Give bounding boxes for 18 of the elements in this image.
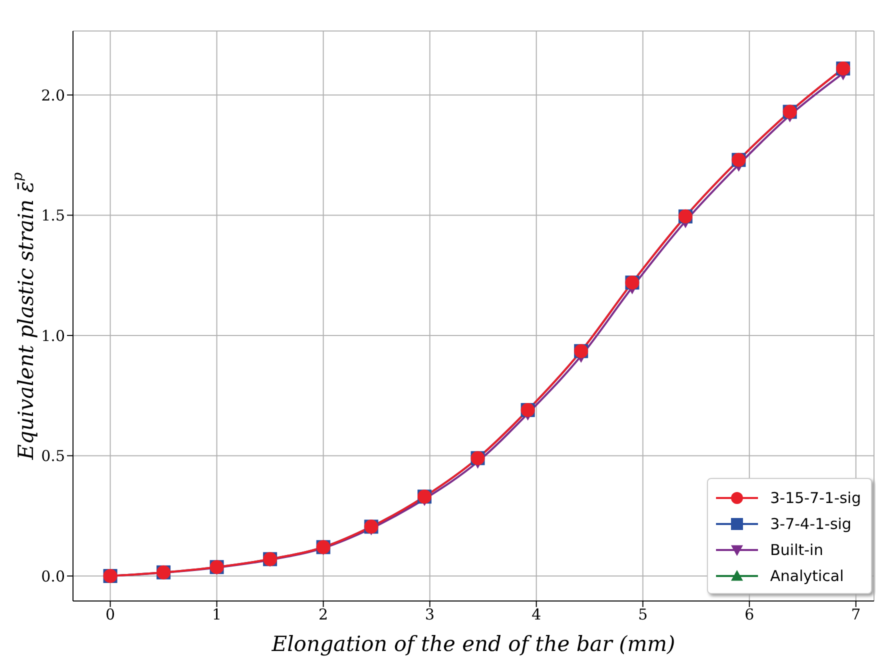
x-tick-label: 1 bbox=[212, 606, 222, 624]
x-tick-label: 4 bbox=[532, 606, 542, 624]
x-tick-label: 6 bbox=[744, 606, 754, 624]
legend-label: Analytical bbox=[770, 567, 844, 585]
y-tick-label: 0.0 bbox=[41, 567, 65, 586]
x-axis-title: Elongation of the end of the bar (mm) bbox=[270, 632, 676, 656]
x-tick-label: 3 bbox=[425, 606, 435, 624]
legend-label: 3-15-7-1-sig bbox=[770, 489, 861, 507]
legend-label: Built-in bbox=[770, 541, 824, 559]
y-tick-label: 0.5 bbox=[41, 447, 65, 466]
x-tick-label: 7 bbox=[851, 606, 861, 624]
y-tick-label: 2.0 bbox=[41, 86, 65, 104]
legend-label: 3-7-4-1-sig bbox=[770, 515, 852, 533]
y-tick-label: 1.0 bbox=[41, 326, 65, 345]
x-tick-label: 5 bbox=[638, 606, 648, 624]
y-tick-label: 1.5 bbox=[41, 206, 65, 225]
x-tick-label: 0 bbox=[106, 606, 116, 624]
x-tick-label: 2 bbox=[318, 606, 328, 624]
